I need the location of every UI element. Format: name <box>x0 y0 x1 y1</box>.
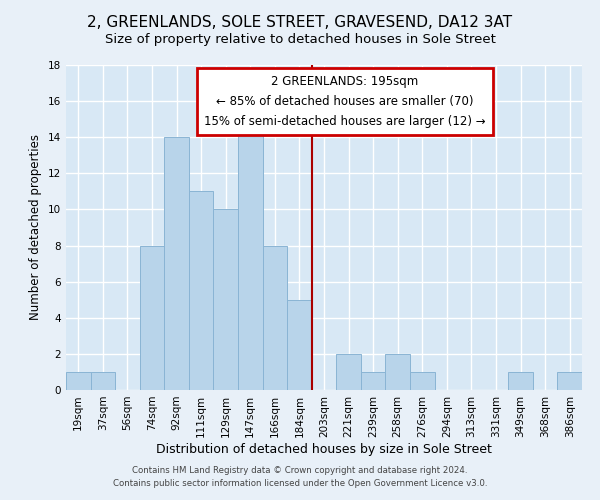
Bar <box>361 372 385 390</box>
Bar <box>508 372 533 390</box>
Y-axis label: Number of detached properties: Number of detached properties <box>29 134 43 320</box>
Bar <box>557 372 582 390</box>
Text: Size of property relative to detached houses in Sole Street: Size of property relative to detached ho… <box>104 32 496 46</box>
Text: 2 GREENLANDS: 195sqm
← 85% of detached houses are smaller (70)
15% of semi-detac: 2 GREENLANDS: 195sqm ← 85% of detached h… <box>204 74 485 128</box>
Bar <box>385 354 410 390</box>
Bar <box>410 372 434 390</box>
Text: 2, GREENLANDS, SOLE STREET, GRAVESEND, DA12 3AT: 2, GREENLANDS, SOLE STREET, GRAVESEND, D… <box>88 15 512 30</box>
Bar <box>214 210 238 390</box>
Bar <box>336 354 361 390</box>
Bar <box>164 137 189 390</box>
Bar <box>189 192 214 390</box>
Bar <box>91 372 115 390</box>
Bar <box>66 372 91 390</box>
Bar <box>140 246 164 390</box>
Text: Contains HM Land Registry data © Crown copyright and database right 2024.
Contai: Contains HM Land Registry data © Crown c… <box>113 466 487 487</box>
X-axis label: Distribution of detached houses by size in Sole Street: Distribution of detached houses by size … <box>156 442 492 456</box>
Bar <box>238 119 263 390</box>
Bar <box>263 246 287 390</box>
Bar <box>287 300 312 390</box>
